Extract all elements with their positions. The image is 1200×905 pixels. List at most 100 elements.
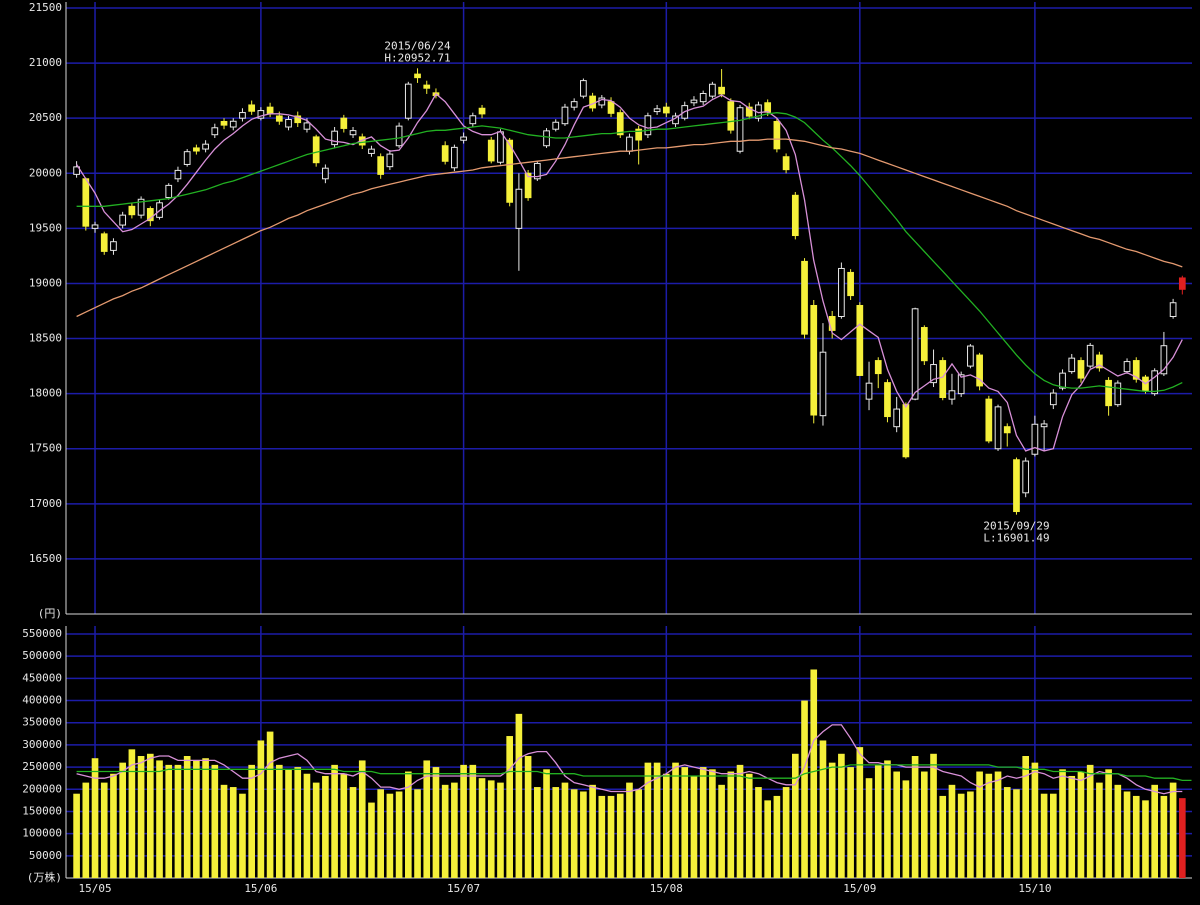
volume-bar — [865, 778, 873, 878]
volume-bar — [451, 782, 458, 878]
volume-bar — [801, 700, 808, 878]
candle-body — [662, 106, 670, 114]
volume-bar — [257, 740, 265, 878]
volume-bar — [1086, 764, 1094, 878]
volume-bar — [552, 787, 560, 878]
panel: 50000 100000 150000 200000 250000 300000 35000… — [22, 626, 1192, 895]
candle-body — [487, 139, 495, 162]
moving-average-line — [76, 92, 1183, 452]
candle-body — [653, 108, 661, 113]
candle-body — [764, 102, 772, 113]
volume-bar — [1003, 787, 1011, 878]
candle-body — [349, 130, 357, 136]
y-tick-label: 100000 — [22, 827, 62, 840]
y-tick-label: 21500 — [29, 1, 62, 14]
volume-bar — [432, 767, 440, 878]
candle-body — [893, 408, 901, 428]
y-tick-label: 18500 — [29, 332, 62, 345]
candle-body — [451, 146, 458, 169]
volume-bar — [386, 793, 394, 878]
volume-bar — [368, 802, 375, 878]
candle-body — [220, 120, 228, 126]
candle-body — [847, 271, 854, 297]
candle-body — [193, 147, 200, 152]
candle-body — [699, 93, 707, 103]
candle-body — [1049, 392, 1057, 406]
volume-bar — [976, 771, 983, 878]
candle-body — [1178, 277, 1186, 290]
candle-body — [810, 304, 818, 416]
volume-bar — [819, 740, 827, 878]
volume-bar — [957, 793, 965, 878]
candle-body — [211, 127, 219, 136]
volume-bar — [543, 769, 550, 878]
volume-bar — [690, 775, 698, 878]
candle-body — [1169, 302, 1177, 318]
volume-bar — [607, 795, 615, 878]
volume-bar — [1169, 782, 1177, 878]
candle-body — [110, 241, 117, 251]
candle-body — [616, 112, 624, 136]
volume-bar — [939, 795, 947, 878]
volume-bar — [911, 756, 919, 878]
volume-bar — [948, 784, 956, 878]
candle-body — [515, 188, 523, 229]
volume-bar — [349, 787, 357, 878]
candle-body — [331, 130, 338, 146]
candle-body — [469, 115, 477, 125]
candle-body — [1077, 360, 1085, 379]
candle-body — [930, 364, 937, 384]
volume-bar — [110, 773, 117, 878]
volume-bar — [220, 784, 228, 878]
volume-bar — [736, 764, 744, 878]
panel: 16500 17000 17500 18000 18500 19000 19500 20000… — [29, 1, 1192, 620]
candle-body — [690, 99, 698, 104]
candle-body — [644, 115, 652, 136]
candle-body — [395, 125, 403, 147]
volume-bar — [331, 764, 338, 878]
volume-bar — [709, 769, 716, 878]
candle-body — [1040, 423, 1048, 428]
candle-body — [801, 260, 808, 335]
volume-bar — [1114, 784, 1122, 878]
volume-bar — [248, 764, 255, 878]
annotation: L:16901.49 — [983, 532, 1049, 545]
volume-bar — [1050, 793, 1057, 878]
candle-body — [294, 115, 302, 124]
y-tick-label: 550000 — [22, 627, 62, 640]
volume-bar — [202, 758, 209, 878]
candle-body — [985, 398, 993, 442]
candle-body — [386, 153, 394, 168]
volume-bar — [589, 784, 596, 878]
candle-body — [146, 208, 154, 222]
volume-bar — [902, 780, 910, 878]
candle-body — [967, 345, 974, 367]
volume-bar — [755, 787, 762, 878]
candle-body — [736, 107, 744, 152]
volume-bar — [1179, 798, 1186, 878]
candle-body — [718, 86, 725, 95]
y-tick-label: 17500 — [29, 442, 62, 455]
y-tick-label: 150000 — [22, 804, 62, 817]
volume-bar — [358, 760, 366, 878]
candle-body — [239, 112, 246, 119]
volume-bar — [1059, 769, 1066, 878]
y-tick-label: 17000 — [29, 497, 62, 510]
candle-body — [414, 73, 421, 79]
y-tick-label: 20000 — [29, 166, 62, 179]
candle-body — [1086, 344, 1094, 367]
volume-bar — [266, 731, 274, 878]
volume-bar — [100, 782, 108, 878]
volume-bar — [1123, 791, 1131, 878]
candle-body — [1123, 361, 1131, 373]
volume-bar — [626, 782, 633, 878]
volume-bar — [921, 771, 928, 878]
volume-bar — [377, 789, 384, 878]
volume-bar — [985, 773, 993, 878]
volume-bar — [764, 800, 771, 878]
volume-bar — [856, 747, 864, 878]
volume-bar — [598, 795, 606, 878]
